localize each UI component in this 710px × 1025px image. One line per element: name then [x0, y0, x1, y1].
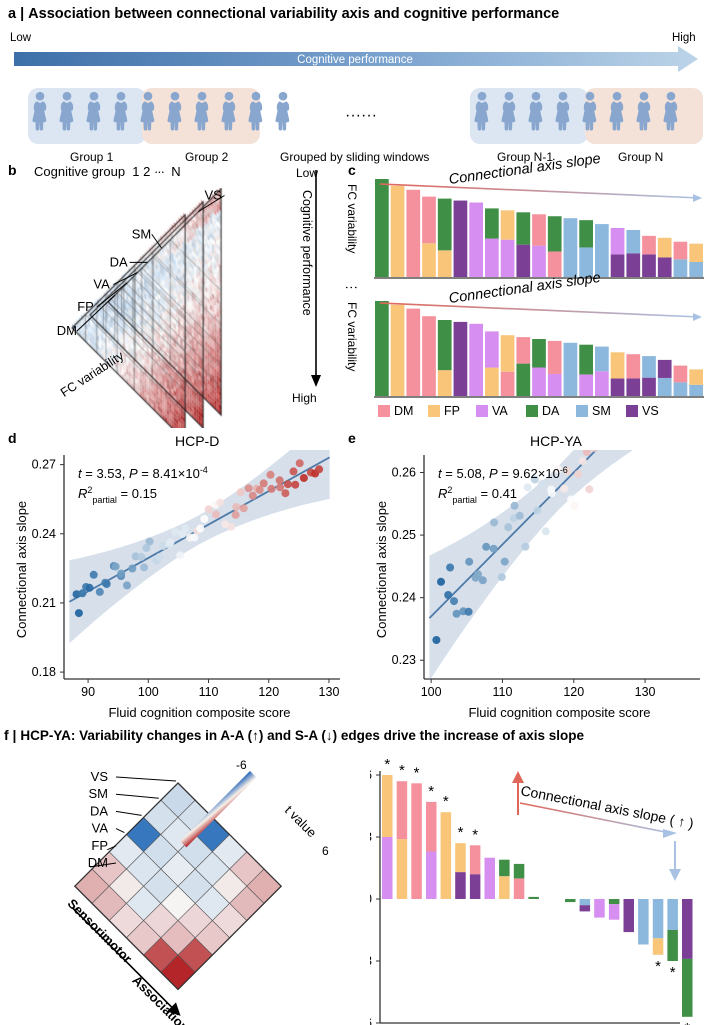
svg-text:130: 130 [635, 685, 656, 699]
svg-text:DA: DA [542, 404, 560, 418]
svg-text:*: * [472, 826, 478, 843]
svg-text:*: * [384, 756, 390, 773]
svg-text:VA: VA [92, 821, 109, 836]
svg-text:SM: SM [592, 404, 611, 418]
svg-text:VS: VS [642, 404, 659, 418]
svg-text:Fluid cognition composite scor: Fluid cognition composite score [468, 705, 650, 720]
svg-text:6: 6 [370, 768, 372, 782]
svg-text:*: * [399, 762, 405, 779]
svg-text:R2partial = 0.41: R2partial = 0.41 [438, 485, 517, 505]
svg-text:*: * [670, 964, 676, 981]
svg-text:*: * [655, 958, 661, 975]
svg-text:-3: -3 [370, 954, 372, 968]
svg-text:*: * [443, 793, 449, 810]
svg-text:110: 110 [492, 685, 512, 699]
svg-text:Connectional axis slope ( ↑ ): Connectional axis slope ( ↑ ) [519, 782, 695, 831]
svg-text:100: 100 [421, 685, 442, 699]
svg-text:120: 120 [563, 685, 584, 699]
svg-text:t = 5.08, P = 9.62×10-6: t = 5.08, P = 9.62×10-6 [438, 465, 568, 481]
svg-text:*: * [428, 783, 434, 800]
svg-text:VA: VA [492, 404, 508, 418]
svg-text:6: 6 [322, 844, 329, 858]
svg-text:*: * [458, 824, 464, 841]
svg-text:FP: FP [91, 838, 108, 853]
svg-text:DA: DA [90, 803, 108, 818]
svg-text:0: 0 [370, 892, 372, 906]
svg-text:3: 3 [370, 830, 372, 844]
svg-text:-6: -6 [236, 758, 247, 772]
svg-text:FP: FP [444, 404, 460, 418]
svg-text:DM: DM [394, 404, 413, 418]
svg-text:*: * [414, 764, 420, 781]
svg-text:0.24: 0.24 [392, 591, 416, 605]
svg-text:0.26: 0.26 [392, 466, 416, 480]
svg-text:0.23: 0.23 [392, 653, 416, 667]
svg-text:VS: VS [91, 769, 109, 784]
svg-text:*: * [684, 1020, 690, 1025]
svg-text:-6: -6 [370, 1016, 372, 1025]
svg-text:DM: DM [88, 855, 108, 870]
svg-text:t value: t value [282, 803, 320, 841]
svg-text:0.25: 0.25 [392, 528, 416, 542]
svg-text:Connectional axis slope: Connectional axis slope [374, 501, 389, 638]
svg-text:SM: SM [89, 786, 109, 801]
